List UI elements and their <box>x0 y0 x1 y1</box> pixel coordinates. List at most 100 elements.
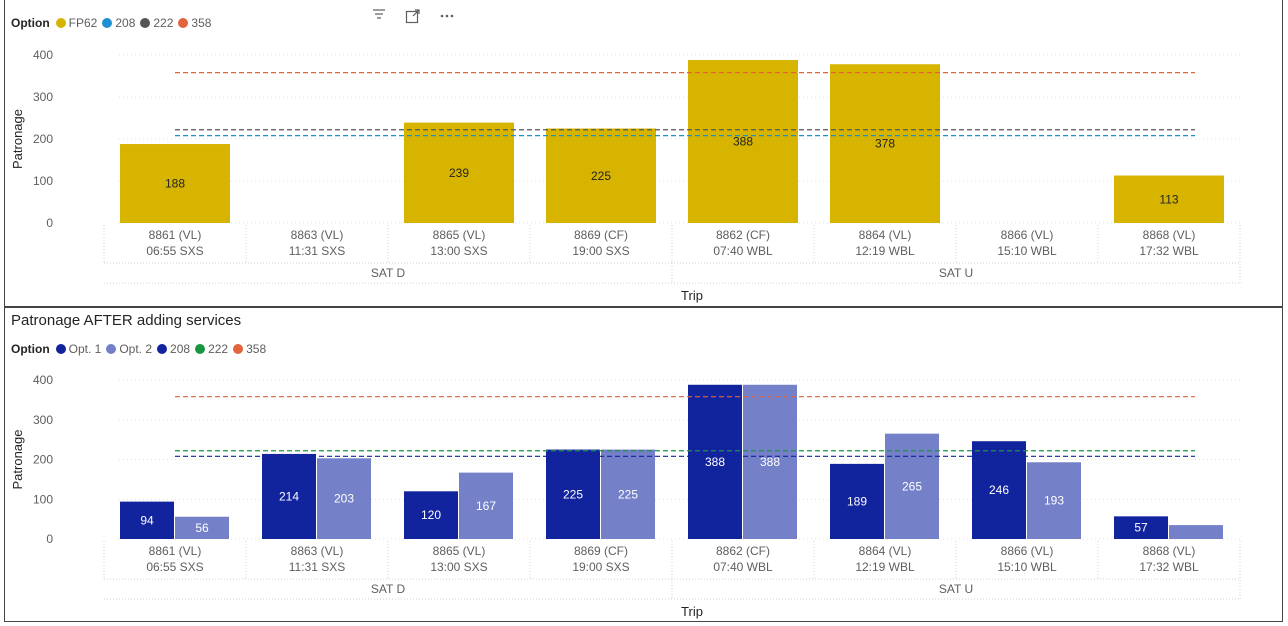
legend-item-opt1[interactable]: Opt. 1 <box>55 342 101 356</box>
bar-opt-1 <box>262 453 316 539</box>
x-tick-label-time: 13:00 SXS <box>430 560 487 574</box>
bar-fp62 <box>830 64 940 224</box>
legend-title: Option <box>11 342 50 356</box>
legend-item-208[interactable]: 208 <box>157 342 190 356</box>
x-tick-label-time: 17:32 WBL <box>1139 244 1199 258</box>
data-label: 56 <box>195 521 209 535</box>
x-tick-label-time: 15:10 WBL <box>997 560 1057 574</box>
data-label: 203 <box>334 492 354 506</box>
y-tick-label: 0 <box>46 216 53 230</box>
more-options-icon[interactable] <box>437 8 457 27</box>
y-tick-label: 200 <box>33 132 53 146</box>
x-axis-title: Trip <box>681 604 703 619</box>
x-tick-label-trip: 8869 (CF) <box>574 228 628 242</box>
bar-opt-1 <box>546 449 600 539</box>
x-tick-label-time: 06:55 SXS <box>146 244 203 258</box>
bar-opt-2 <box>317 458 371 539</box>
x-group-label: SAT U <box>939 582 973 596</box>
x-tick-label-trip: 8866 (VL) <box>1001 228 1054 242</box>
x-tick-label-time: 12:19 WBL <box>855 244 915 258</box>
chart-panel-top: Option FP62 208 222 358 0 100 200 300 400 Pat… <box>4 0 1283 307</box>
bar-chart-bottom: 0 100 200 300 400 Patronage 94 56 8861 (VL) 06:55… <box>10 373 1241 619</box>
legend-top: Option FP62 208 222 358 <box>11 16 216 30</box>
y-tick-label: 300 <box>33 90 53 104</box>
x-tick-label-trip: 8865 (VL) <box>433 544 486 558</box>
x-tick-label-time: 17:32 WBL <box>1139 560 1199 574</box>
legend-dot-icon <box>140 18 151 28</box>
y-axis-title: Patronage <box>10 109 25 169</box>
x-tick-label-trip: 8868 (VL) <box>1143 228 1196 242</box>
data-label: 189 <box>847 494 867 508</box>
data-label: 225 <box>563 487 583 501</box>
x-tick-label-trip: 8866 (VL) <box>1001 544 1054 558</box>
legend-item-222[interactable]: 222 <box>195 342 228 356</box>
x-tick-label-trip: 8864 (VL) <box>859 228 912 242</box>
x-tick-label-trip: 8868 (VL) <box>1143 544 1196 558</box>
data-label: 378 <box>875 137 895 151</box>
y-tick-label: 100 <box>33 174 53 188</box>
data-label: 120 <box>421 508 441 522</box>
x-tick-label-time: 13:00 SXS <box>430 244 487 258</box>
legend-title: Option <box>11 16 50 30</box>
legend-dot-icon <box>157 344 168 354</box>
legend-item-358[interactable]: 358 <box>233 342 266 356</box>
bar-fp62 <box>1114 175 1224 223</box>
x-tick-label-time: 15:10 WBL <box>997 244 1057 258</box>
x-tick-label-trip: 8862 (CF) <box>716 544 770 558</box>
bar-opt-1 <box>688 384 742 539</box>
bar-fp62 <box>120 144 230 223</box>
bar-opt-1 <box>1114 516 1168 539</box>
legend-dot-icon <box>195 344 206 354</box>
bar-fp62 <box>546 128 656 223</box>
x-tick-label-trip: 8862 (CF) <box>716 228 770 242</box>
x-tick-label-trip: 8863 (VL) <box>291 544 344 558</box>
data-label: 214 <box>279 489 299 503</box>
legend-dot-icon <box>233 344 244 354</box>
data-label: 225 <box>618 487 638 501</box>
data-label: 225 <box>591 169 611 183</box>
bar-opt-1 <box>972 441 1026 539</box>
data-label: 239 <box>449 166 469 180</box>
data-label: 167 <box>476 499 496 513</box>
data-label: 57 <box>1134 521 1148 535</box>
bar-opt-1 <box>830 463 884 539</box>
chart-panel-bottom: Patronage AFTER adding services Option O… <box>4 307 1283 622</box>
x-tick-label-trip: 8861 (VL) <box>149 544 202 558</box>
data-label: 388 <box>760 455 780 469</box>
x-tick-label-trip: 8865 (VL) <box>433 228 486 242</box>
bar-opt-2 <box>1027 462 1081 539</box>
legend-item-222[interactable]: 222 <box>140 16 173 30</box>
x-tick-label-trip: 8861 (VL) <box>149 228 202 242</box>
legend-item-opt2[interactable]: Opt. 2 <box>106 342 152 356</box>
data-label: 193 <box>1044 494 1064 508</box>
legend-bottom: Option Opt. 1 Opt. 2 208 222 358 <box>11 342 271 356</box>
x-tick-label-time: 19:00 SXS <box>572 560 629 574</box>
legend-item-fp62[interactable]: FP62 <box>55 16 97 30</box>
bar-chart-top: 0 100 200 300 400 Patronage 188 8861 (VL) 06:55 … <box>10 48 1241 303</box>
bar-fp62 <box>404 122 514 223</box>
legend-dot-icon <box>55 344 66 354</box>
y-tick-label: 200 <box>33 453 53 467</box>
legend-item-208[interactable]: 208 <box>102 16 135 30</box>
x-group-label: SAT U <box>939 266 973 280</box>
legend-dot-icon <box>55 18 66 28</box>
y-tick-label: 300 <box>33 413 53 427</box>
legend-dot-icon <box>102 18 113 28</box>
data-label: 94 <box>140 513 154 527</box>
bar-opt-2 <box>743 384 797 539</box>
y-tick-label: 400 <box>33 373 53 387</box>
x-tick-label-time: 07:40 WBL <box>713 560 773 574</box>
x-tick-label-time: 19:00 SXS <box>572 244 629 258</box>
data-label: 188 <box>165 177 185 191</box>
bar-opt-1 <box>120 501 174 539</box>
filter-icon[interactable] <box>369 8 389 27</box>
x-tick-label-trip: 8863 (VL) <box>291 228 344 242</box>
bar-fp62 <box>688 60 798 223</box>
legend-item-358[interactable]: 358 <box>178 16 211 30</box>
data-label: 246 <box>989 483 1009 497</box>
focus-mode-icon[interactable] <box>403 8 423 27</box>
data-label: 388 <box>733 135 753 149</box>
x-group-label: SAT D <box>371 266 406 280</box>
x-tick-label-time: 11:31 SXS <box>289 560 345 574</box>
y-tick-label: 400 <box>33 48 53 62</box>
